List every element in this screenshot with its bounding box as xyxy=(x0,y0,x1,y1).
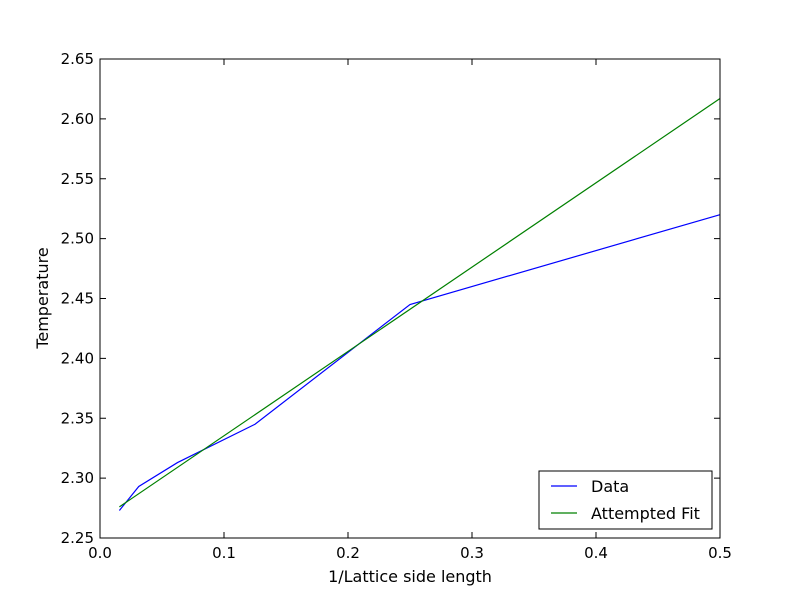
y-tick-label: 2.50 xyxy=(61,230,94,248)
y-axis-label: Temperature xyxy=(33,247,52,349)
y-tick-label: 2.45 xyxy=(61,290,94,308)
y-tick-label: 2.55 xyxy=(61,170,94,188)
y-tick-label: 2.30 xyxy=(61,469,94,487)
x-axis-label: 1/Lattice side length xyxy=(328,567,492,586)
x-tick-label: 0.0 xyxy=(88,544,112,562)
x-tick-label: 0.4 xyxy=(584,544,608,562)
legend-label-data: Data xyxy=(591,477,629,496)
y-tick-label: 2.65 xyxy=(61,50,94,68)
y-tick-label: 2.40 xyxy=(61,349,94,367)
legend: Data Attempted Fit xyxy=(538,470,713,530)
plot-frame xyxy=(99,58,721,539)
legend-box xyxy=(538,470,713,530)
series-layer xyxy=(118,98,721,511)
x-tick-label: 0.2 xyxy=(336,544,360,562)
ticks-layer: 0.0 0.1 0.2 0.3 0.4 0.5 2.25 2.30 2.35 2.40 2.45 2.… xyxy=(61,50,732,562)
y-tick-label: 2.60 xyxy=(61,110,94,128)
series-line-data xyxy=(118,214,721,511)
legend-label-attempted-fit: Attempted Fit xyxy=(591,504,700,523)
y-tick-label: 2.25 xyxy=(61,529,94,547)
x-tick-label: 0.3 xyxy=(460,544,484,562)
series-line-attempted-fit xyxy=(119,98,721,508)
y-tick-label: 2.35 xyxy=(61,409,94,427)
x-tick-label: 0.1 xyxy=(212,544,236,562)
x-tick-label: 0.5 xyxy=(708,544,732,562)
